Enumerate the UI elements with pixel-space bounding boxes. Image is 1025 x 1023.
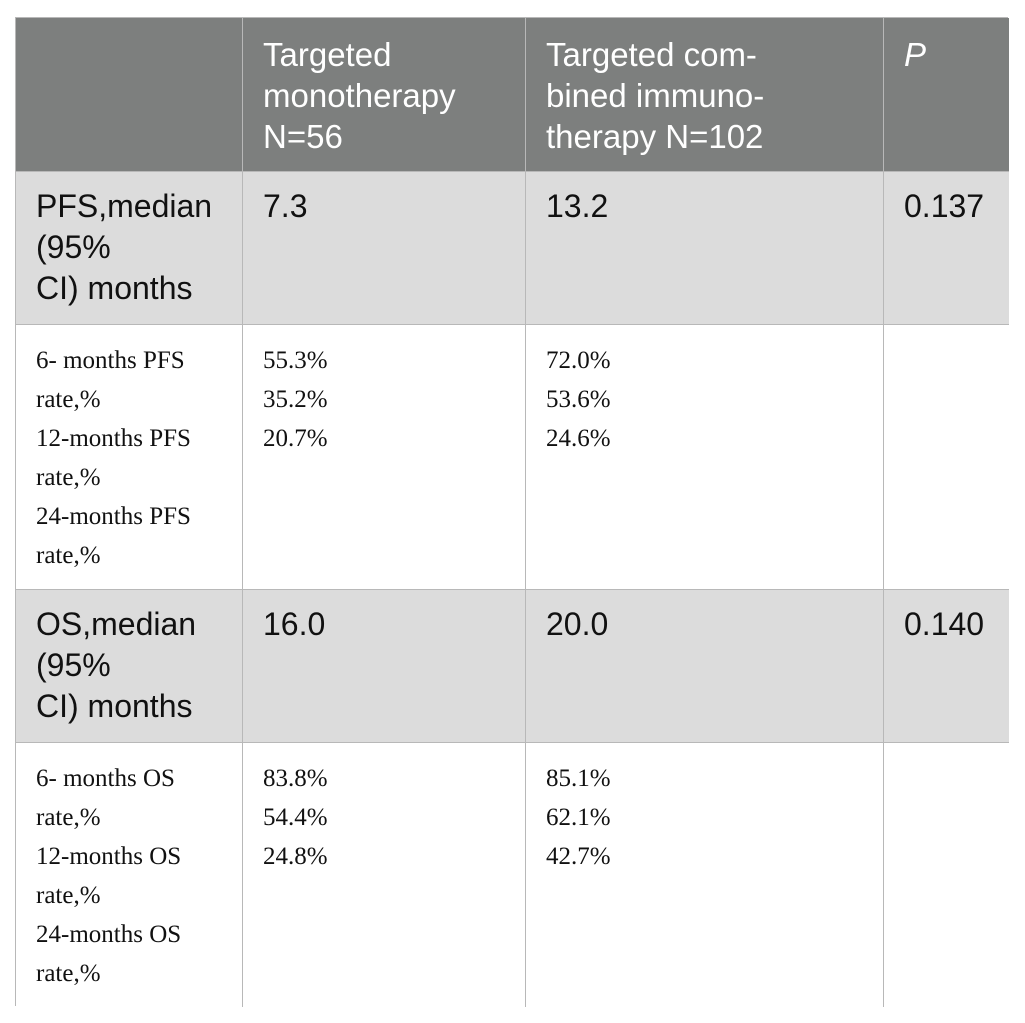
rate-value: 85.1% bbox=[546, 765, 611, 792]
os-rates-combined: 85.1% 62.1% 42.7% bbox=[526, 743, 884, 1007]
pfs-rates-p bbox=[884, 325, 1009, 590]
survival-table: Targeted monotherapy N=56 Targeted com- … bbox=[15, 17, 1009, 1007]
header-text-line: monotherapy bbox=[263, 77, 456, 114]
rate-value: 54.4% bbox=[263, 804, 328, 831]
rate-value: 83.8% bbox=[263, 765, 328, 792]
label-line: rate,% bbox=[36, 960, 101, 987]
label-line: (95% bbox=[36, 229, 111, 265]
rate-value: 24.8% bbox=[263, 843, 328, 870]
label-line: 24-months OS bbox=[36, 921, 182, 948]
label-line: 12-months PFS bbox=[36, 425, 191, 452]
header-cell-monotherapy: Targeted monotherapy N=56 bbox=[243, 18, 526, 172]
label-line: 6- months OS bbox=[36, 765, 175, 792]
pfs-median-combined: 13.2 bbox=[526, 172, 884, 325]
os-median-combined: 20.0 bbox=[526, 590, 884, 743]
label-line: rate,% bbox=[36, 804, 101, 831]
pfs-p-value: 0.137 bbox=[884, 172, 1009, 325]
header-text-line: bined immuno- bbox=[546, 77, 765, 114]
label-line: CI) months bbox=[36, 270, 193, 306]
rate-value: 72.0% bbox=[546, 347, 611, 374]
rate-value: 20.7% bbox=[263, 425, 328, 452]
rate-value: 42.7% bbox=[546, 843, 611, 870]
header-text-line: Targeted com- bbox=[546, 36, 757, 73]
rate-value: 35.2% bbox=[263, 386, 328, 413]
label-line: (95% bbox=[36, 647, 111, 683]
os-p-value: 0.140 bbox=[884, 590, 1009, 743]
label-line: rate,% bbox=[36, 464, 101, 491]
label-line: CI) months bbox=[36, 688, 193, 724]
rate-value: 53.6% bbox=[546, 386, 611, 413]
os-median-mono: 16.0 bbox=[243, 590, 526, 743]
rate-value: 55.3% bbox=[263, 347, 328, 374]
label-line: rate,% bbox=[36, 542, 101, 569]
rate-value: 62.1% bbox=[546, 804, 611, 831]
os-median-label: OS,median (95% CI) months bbox=[16, 590, 243, 743]
label-line: PFS,median bbox=[36, 188, 213, 224]
header-cell-combined: Targeted com- bined immuno- therapy N=10… bbox=[526, 18, 884, 172]
pfs-median-mono: 7.3 bbox=[243, 172, 526, 325]
header-cell-empty bbox=[16, 18, 243, 172]
label-line: rate,% bbox=[36, 882, 101, 909]
pfs-rates-combined: 72.0% 53.6% 24.6% bbox=[526, 325, 884, 590]
label-line: 12-months OS bbox=[36, 843, 182, 870]
pfs-rates-mono: 55.3% 35.2% 20.7% bbox=[243, 325, 526, 590]
header-text-line: therapy N=102 bbox=[546, 118, 764, 155]
os-rates-p bbox=[884, 743, 1009, 1007]
label-line: OS,median bbox=[36, 606, 197, 642]
pfs-median-label: PFS,median (95% CI) months bbox=[16, 172, 243, 325]
rate-value: 24.6% bbox=[546, 425, 611, 452]
label-line: 6- months PFS bbox=[36, 347, 185, 374]
header-cell-p: P bbox=[884, 18, 1009, 172]
header-text-line: Targeted bbox=[263, 36, 392, 73]
os-rates-label: 6- months OS rate,% 12-months OS rate,% … bbox=[16, 743, 243, 1007]
os-rates-mono: 83.8% 54.4% 24.8% bbox=[243, 743, 526, 1007]
label-line: 24-months PFS bbox=[36, 503, 191, 530]
header-text-line: N=56 bbox=[263, 118, 343, 155]
pfs-rates-label: 6- months PFS rate,% 12-months PFS rate,… bbox=[16, 325, 243, 590]
label-line: rate,% bbox=[36, 386, 101, 413]
